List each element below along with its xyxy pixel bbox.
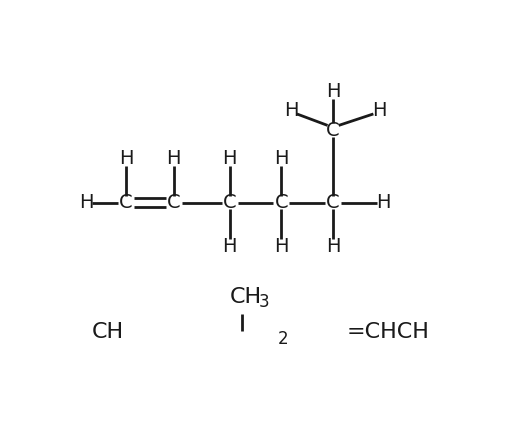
Text: CH: CH: [230, 287, 262, 307]
Text: H: H: [167, 149, 181, 168]
Text: =CHCH: =CHCH: [347, 321, 430, 342]
Text: H: H: [326, 237, 340, 256]
Text: H: H: [223, 149, 237, 168]
Text: C: C: [167, 193, 180, 212]
Text: H: H: [274, 237, 288, 256]
Text: C: C: [119, 193, 133, 212]
Text: C: C: [326, 120, 340, 140]
Text: C: C: [223, 193, 236, 212]
Text: C: C: [274, 193, 288, 212]
Text: C: C: [326, 193, 340, 212]
Text: H: H: [274, 149, 288, 168]
Text: H: H: [223, 237, 237, 256]
Text: H: H: [284, 101, 299, 120]
Text: H: H: [326, 82, 340, 101]
Text: CH: CH: [91, 321, 123, 342]
Text: H: H: [119, 149, 133, 168]
Text: 2: 2: [278, 330, 288, 348]
Text: H: H: [79, 193, 94, 212]
Text: 3: 3: [258, 293, 269, 311]
Text: H: H: [376, 193, 390, 212]
Text: H: H: [372, 101, 386, 120]
